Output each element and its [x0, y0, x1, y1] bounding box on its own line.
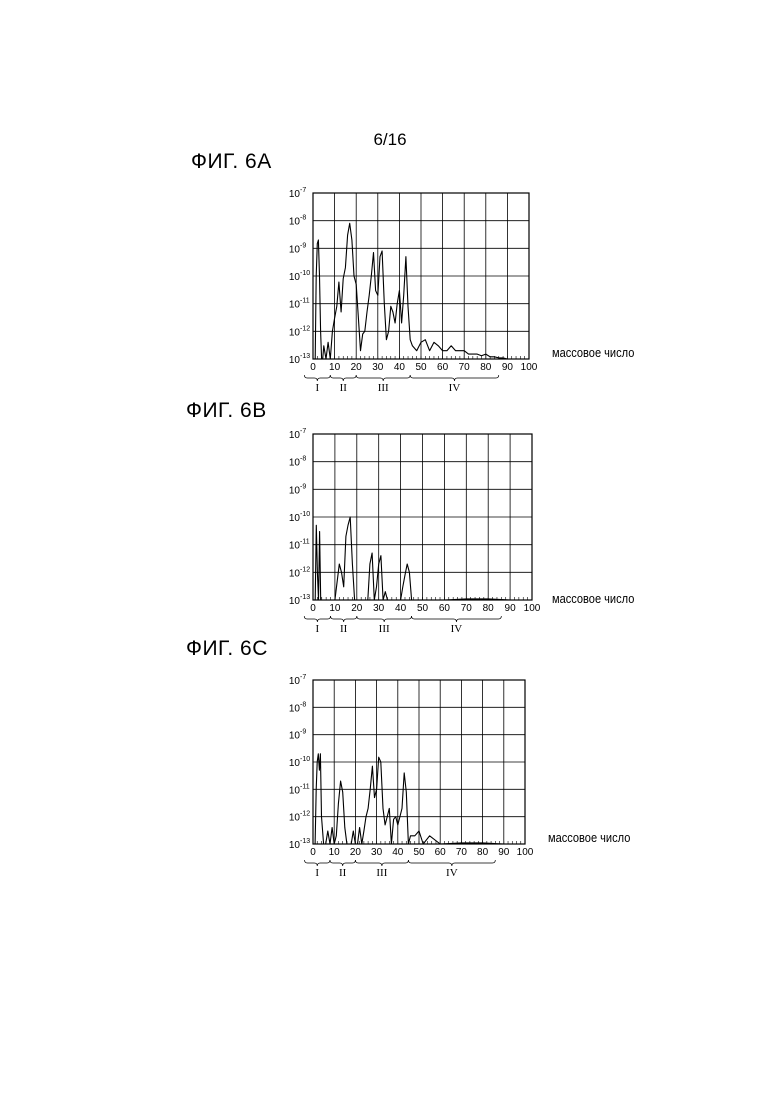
x-tick-label: 100 — [517, 847, 534, 858]
y-tick-label: 10-13 — [289, 838, 310, 851]
region-brace — [330, 860, 355, 866]
y-tick-base: 10 — [289, 785, 301, 796]
spectrum-line — [315, 754, 504, 844]
region-label: I — [315, 867, 319, 879]
y-tick-exponent: -7 — [300, 674, 306, 681]
x-tick-label: 70 — [456, 847, 468, 858]
x-tick-label: 30 — [371, 847, 383, 858]
y-tick-base: 10 — [289, 813, 301, 824]
region-label: IV — [446, 867, 458, 879]
region-brace — [408, 860, 495, 866]
y-tick-base: 10 — [289, 731, 301, 742]
y-tick-exponent: -9 — [300, 729, 306, 736]
region-label: III — [376, 867, 387, 879]
y-tick-base: 10 — [289, 758, 301, 769]
region-label: II — [339, 867, 347, 879]
y-tick-label: 10-8 — [289, 701, 306, 714]
y-tick-exponent: -10 — [300, 756, 310, 763]
y-tick-label: 10-7 — [289, 674, 306, 687]
y-tick-exponent: -12 — [300, 811, 310, 818]
x-tick-label: 90 — [498, 847, 510, 858]
region-brace — [355, 860, 408, 866]
x-tick-label: 80 — [477, 847, 489, 858]
xlabel-6c: массовое число — [548, 830, 630, 845]
y-tick-label: 10-10 — [289, 756, 310, 769]
y-tick-label: 10-11 — [289, 783, 310, 796]
y-tick-base: 10 — [289, 703, 301, 714]
x-tick-label: 60 — [435, 847, 447, 858]
y-tick-exponent: -13 — [300, 838, 310, 845]
x-tick-label: 20 — [350, 847, 362, 858]
region-brace — [305, 860, 330, 866]
y-tick-label: 10-12 — [289, 811, 310, 824]
y-tick-base: 10 — [289, 840, 301, 851]
x-tick-label: 40 — [392, 847, 404, 858]
x-tick-label: 10 — [329, 847, 341, 858]
y-tick-exponent: -11 — [300, 783, 310, 790]
y-tick-base: 10 — [289, 676, 301, 687]
y-tick-exponent: -8 — [300, 701, 306, 708]
x-tick-label: 0 — [310, 847, 316, 858]
x-tick-label: 50 — [413, 847, 425, 858]
y-tick-label: 10-9 — [289, 729, 306, 742]
